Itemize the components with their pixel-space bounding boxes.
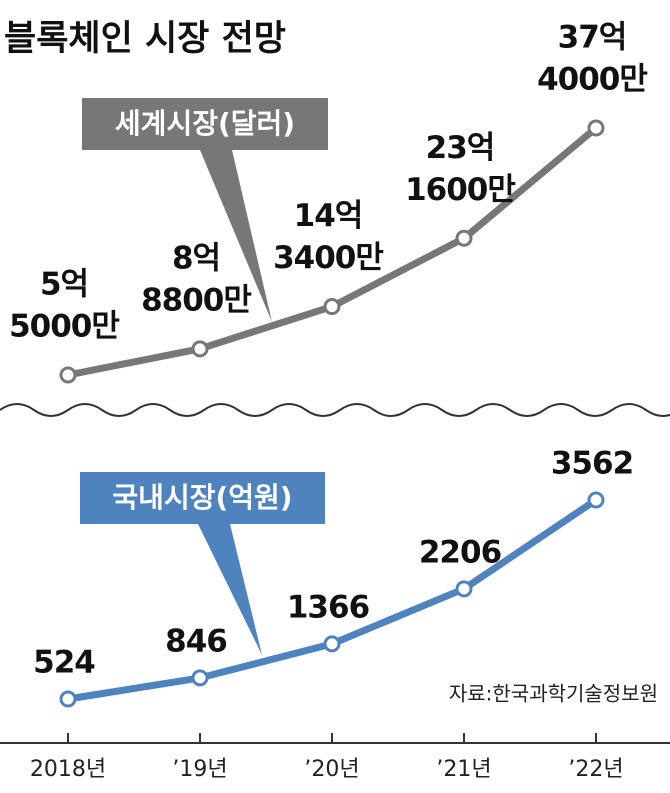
value-label: 23억 (426, 130, 495, 166)
x-tick-label: ’19년 (172, 757, 227, 782)
value-label: 8800만 (141, 282, 251, 318)
x-tick-label: ’21년 (436, 757, 491, 782)
legend-pointer (200, 150, 272, 322)
legend-label: 세계시장(달러) (115, 107, 295, 140)
x-tick-label: 2018년 (30, 757, 106, 782)
value-label: 5억 (40, 267, 88, 303)
value-label: 37억 (558, 20, 627, 56)
x-tick-label: ’22년 (568, 757, 623, 782)
legend-box (82, 98, 328, 150)
value-label: 4000만 (537, 62, 647, 98)
point (59, 690, 77, 708)
value-label: 846 (165, 623, 227, 659)
legend-label: 국내시장(억원) (112, 481, 292, 514)
point (323, 635, 341, 653)
legend-pointer (198, 524, 262, 655)
x-tick-label: ’20년 (304, 757, 359, 782)
value-label: 3562 (551, 446, 633, 482)
point (191, 340, 209, 358)
point (191, 669, 209, 687)
value-label: 2206 (419, 534, 501, 570)
value-label: 14억 (294, 198, 363, 234)
value-label: 5000만 (9, 309, 119, 345)
source: 자료:한국과학기술정보원 (449, 682, 658, 706)
value-label: 524 (33, 645, 95, 681)
value-label: 3400만 (273, 240, 383, 276)
value-label: 1366 (287, 589, 369, 625)
point (455, 580, 473, 598)
chart-title: 블록체인 시장 전망 (4, 19, 286, 59)
value-label: 8억 (172, 240, 220, 276)
value-label: 1600만 (405, 172, 515, 208)
point (587, 491, 605, 509)
point (455, 229, 473, 247)
point (59, 366, 77, 384)
legend-box (80, 472, 325, 524)
point (323, 298, 341, 316)
break-wave (0, 403, 670, 417)
point (587, 119, 605, 137)
